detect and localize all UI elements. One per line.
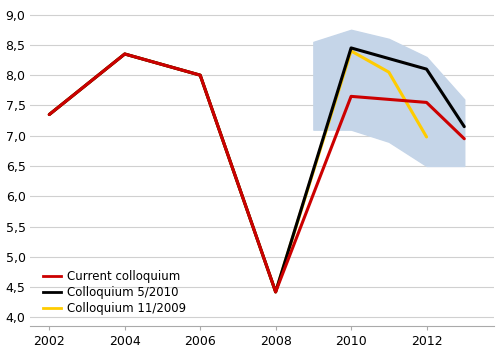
Legend: Current colloquium, Colloquium 5/2010, Colloquium 11/2009: Current colloquium, Colloquium 5/2010, C… (41, 268, 188, 317)
